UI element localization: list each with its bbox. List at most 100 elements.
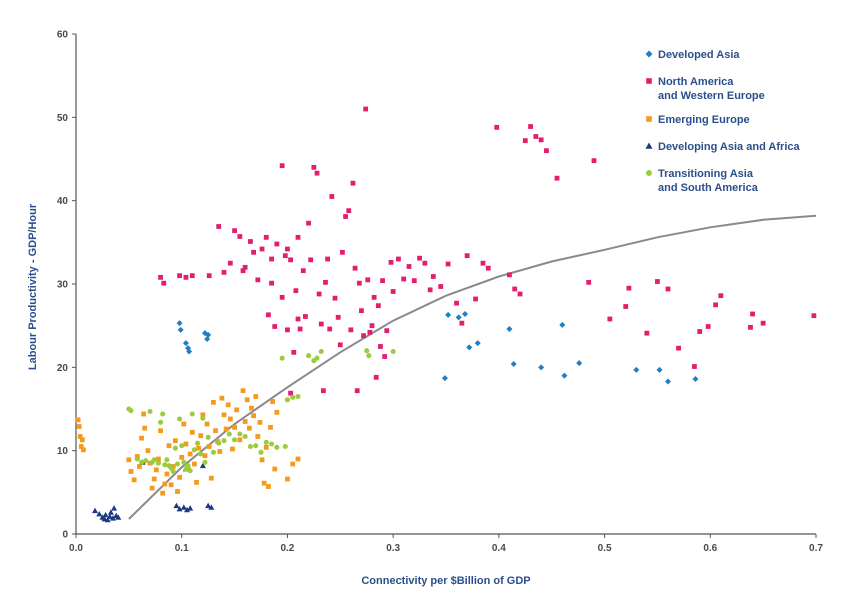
data-point [179, 443, 185, 449]
data-point [200, 415, 206, 421]
data-point [126, 457, 132, 463]
data-point [249, 405, 254, 411]
data-point [269, 280, 274, 286]
data-point [411, 278, 417, 284]
data-point [396, 256, 401, 262]
data-point [713, 302, 718, 308]
data-point [623, 304, 629, 309]
data-point [445, 261, 451, 267]
data-point [279, 163, 285, 169]
data-point [206, 273, 212, 279]
data-point [332, 295, 338, 301]
trendline-path [128, 214, 817, 520]
data-point [665, 286, 671, 292]
data-point [164, 471, 170, 477]
data-point [811, 313, 817, 319]
data-point [485, 265, 491, 271]
data-point [367, 329, 373, 335]
data-point [352, 265, 358, 271]
data-point [240, 268, 246, 274]
data-point [279, 355, 285, 361]
data-point [748, 324, 753, 330]
data-point [134, 456, 140, 462]
data-point [204, 336, 211, 342]
data-point [115, 514, 122, 520]
data-point [576, 360, 583, 367]
data-point [180, 504, 187, 510]
data-point [255, 434, 261, 439]
data-point [384, 328, 390, 334]
data-point [263, 439, 269, 445]
legend-label: Developed Asia [658, 49, 740, 61]
data-point [158, 428, 163, 434]
data-point [107, 509, 114, 515]
data-point [153, 467, 159, 473]
data-point [177, 326, 184, 333]
data-point [401, 276, 407, 282]
data-point [320, 388, 326, 394]
data-point [371, 294, 377, 300]
data-point [454, 300, 459, 306]
data-point [388, 259, 394, 265]
data-point [189, 411, 195, 417]
data-point [363, 106, 369, 112]
data-point [227, 260, 233, 266]
data-point [181, 421, 187, 427]
data-point [261, 480, 267, 486]
data-point [295, 393, 301, 400]
series-1 [158, 106, 817, 396]
data-point [96, 511, 103, 517]
data-point [337, 342, 343, 348]
data-point [242, 433, 248, 440]
trendline [128, 214, 817, 520]
legend: Developed Asia North America and Western E… [645, 49, 800, 194]
data-point [225, 402, 231, 408]
data-point [175, 489, 180, 494]
data-point [128, 408, 134, 414]
data-point [217, 449, 223, 454]
data-point [242, 419, 248, 424]
legend-item: North America and Western Europe [646, 76, 765, 102]
data-point [303, 314, 308, 319]
data-point [199, 462, 206, 469]
data-point [237, 234, 243, 239]
data-point [160, 490, 166, 496]
data-point [268, 424, 273, 430]
data-point [430, 274, 436, 279]
data-point [288, 257, 293, 263]
data-point [102, 511, 109, 518]
data-point [75, 417, 81, 423]
data-point [318, 321, 324, 327]
data-point [253, 394, 259, 399]
data-point [104, 516, 111, 523]
legend-label: Transitioning Asia and South America [658, 168, 759, 194]
data-point [269, 256, 274, 262]
data-point [528, 124, 533, 129]
data-point [291, 349, 297, 355]
data-point [462, 311, 469, 317]
data-point [466, 344, 473, 351]
x-axis-title: Connectivity per $Billion of GDP [361, 575, 530, 587]
data-point [270, 399, 276, 404]
x-tick-label: 0.2 [280, 543, 294, 554]
data-point [300, 268, 306, 274]
data-point [314, 355, 320, 361]
data-point [295, 456, 301, 462]
legend-label: Emerging Europe [658, 114, 750, 126]
data-point [155, 460, 162, 466]
data-point [510, 361, 517, 367]
data-point [131, 477, 137, 483]
data-point [373, 374, 379, 380]
legend-marker [646, 170, 652, 176]
y-tick-label: 0 [62, 530, 68, 541]
data-point [138, 459, 145, 465]
data-point [221, 438, 227, 444]
data-point [692, 364, 697, 369]
data-point [269, 441, 275, 447]
data-point [242, 264, 248, 270]
data-point [285, 476, 290, 482]
data-point [79, 437, 85, 443]
x-tick-label: 0.6 [703, 543, 717, 554]
data-point [106, 513, 113, 519]
data-point [656, 366, 663, 373]
